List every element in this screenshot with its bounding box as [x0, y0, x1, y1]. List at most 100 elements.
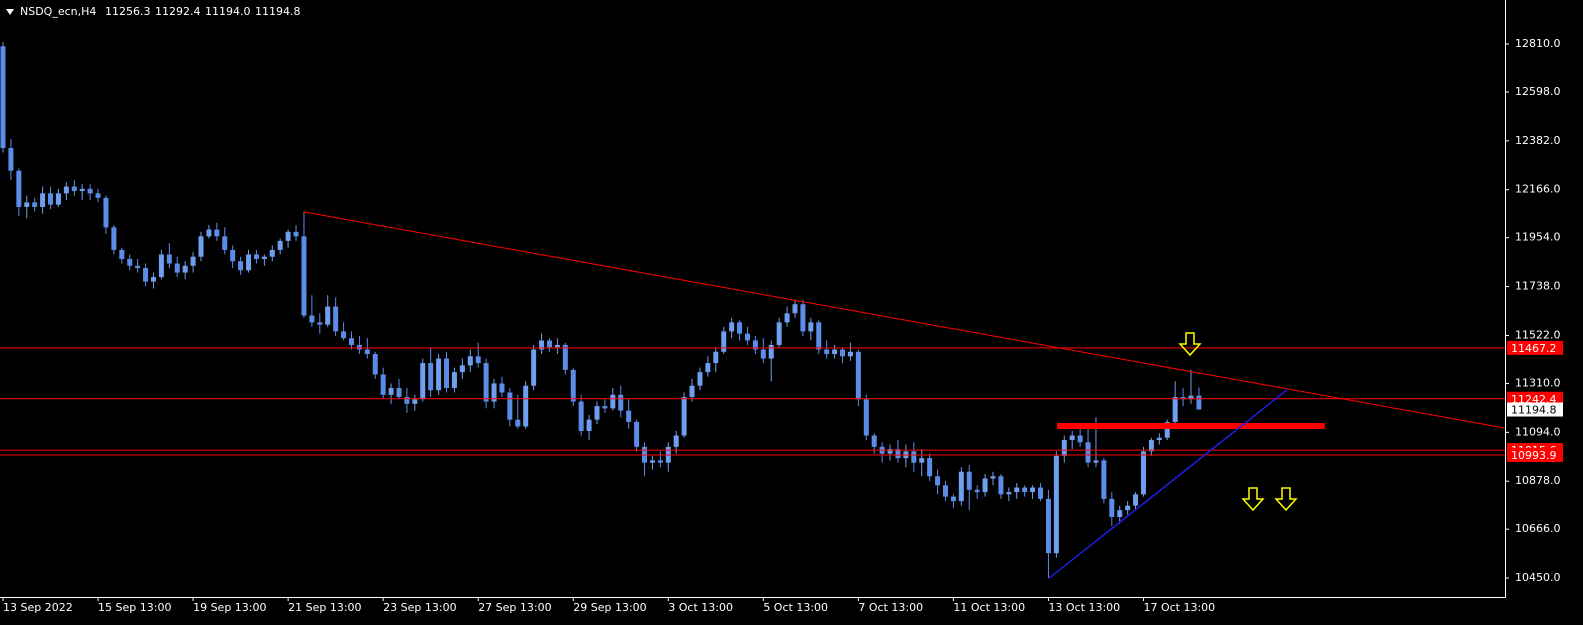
x-tick-label: 11 Oct 13:00 [953, 601, 1025, 614]
candle-body [689, 385, 695, 398]
candle-body [610, 394, 616, 409]
candle-body [1156, 437, 1162, 441]
candle-body [404, 397, 410, 404]
candle-body [1164, 421, 1170, 438]
candle-body [491, 383, 497, 402]
candle-body [697, 372, 703, 386]
candle-body [942, 485, 948, 497]
candle-body [1045, 498, 1051, 554]
candle-body [776, 322, 782, 345]
candle-body [737, 322, 743, 334]
y-tick-label: 11954.0 [1515, 231, 1561, 244]
x-tick-label: 7 Oct 13:00 [858, 601, 923, 614]
x-tick-label: 15 Sep 13:00 [98, 601, 171, 614]
y-tick-label: 12598.0 [1515, 85, 1561, 98]
candle-body [499, 383, 505, 393]
candle-body [158, 254, 164, 278]
candle-body [594, 406, 600, 420]
price-label: 11467.2 [1511, 342, 1557, 355]
candle-body [388, 387, 394, 395]
candle-body [966, 471, 972, 490]
candle-body [871, 435, 877, 447]
candle-body [32, 202, 38, 207]
down-arrow [1274, 487, 1298, 512]
x-tick-label: 13 Sep 2022 [3, 601, 73, 614]
candle-body [451, 372, 457, 388]
candle-body [602, 406, 608, 409]
down-arrow [1241, 487, 1265, 512]
candle-body [364, 349, 370, 355]
candle-body [950, 496, 956, 502]
menu-triangle[interactable] [6, 9, 14, 15]
y-tick-label: 11094.0 [1515, 425, 1561, 438]
trend-line [1048, 389, 1288, 579]
candle-body [626, 410, 632, 422]
candle-body [1006, 492, 1012, 495]
candle-body [261, 256, 267, 259]
candle-body [174, 263, 180, 273]
candle-body [293, 231, 299, 237]
candle-body [744, 333, 750, 341]
candle-body [554, 344, 560, 348]
candle-body [539, 340, 545, 350]
candle-body [301, 236, 307, 316]
y-tick-label: 10450.0 [1515, 571, 1561, 584]
candle-body [1125, 505, 1131, 511]
candle-body [586, 419, 592, 431]
candle-body [927, 458, 933, 477]
candle-body [990, 476, 996, 479]
candle-body [1093, 460, 1099, 463]
candle-body [459, 365, 465, 373]
candle-body [1117, 510, 1123, 517]
candle-body [0, 46, 6, 149]
candle-body [935, 476, 941, 486]
x-tick-label: 19 Sep 13:00 [193, 601, 266, 614]
candle-body [8, 148, 14, 171]
candle-body [1061, 440, 1067, 456]
candle-body [119, 249, 125, 259]
x-tick-label: 29 Sep 13:00 [573, 601, 646, 614]
x-tick-label: 13 Oct 13:00 [1048, 601, 1120, 614]
candle-body [887, 449, 893, 454]
candle-body [1030, 487, 1036, 493]
candle-body [911, 451, 917, 463]
candle-body [190, 256, 196, 266]
candle-body [974, 489, 980, 493]
candle-body [752, 340, 758, 350]
candle-body [150, 277, 156, 282]
candle-body [71, 186, 77, 192]
candle-body [1069, 435, 1075, 441]
candle-body [246, 254, 252, 271]
price-label-box [1507, 340, 1563, 355]
x-tick-label: 17 Oct 13:00 [1143, 601, 1215, 614]
candle-body [444, 358, 450, 388]
candle-body [48, 193, 54, 205]
candle-body [863, 399, 869, 436]
candle-body [95, 193, 101, 198]
candle-body [824, 349, 830, 355]
x-tick-label: 23 Sep 13:00 [383, 601, 456, 614]
candle-body [546, 340, 552, 348]
candle-body [570, 369, 576, 402]
candle-body [87, 188, 93, 194]
candle-body [673, 435, 679, 447]
y-tick-label: 10666.0 [1515, 522, 1561, 535]
candle-body [1085, 442, 1091, 463]
candle-body [808, 322, 814, 332]
candle-body [238, 261, 244, 271]
candle-body [277, 240, 283, 250]
candle-body [1196, 395, 1202, 410]
candle-body [1140, 451, 1146, 495]
candle-body [166, 254, 172, 264]
candle-body [428, 363, 434, 391]
down-arrow [1178, 332, 1202, 357]
candle-body [182, 265, 188, 273]
y-tick-label: 12810.0 [1515, 37, 1561, 50]
candle-body [768, 344, 774, 359]
candle-body [111, 227, 117, 250]
header-low: 11194.0 [205, 5, 251, 18]
candle-body [135, 265, 141, 269]
candle-body [1022, 487, 1028, 493]
